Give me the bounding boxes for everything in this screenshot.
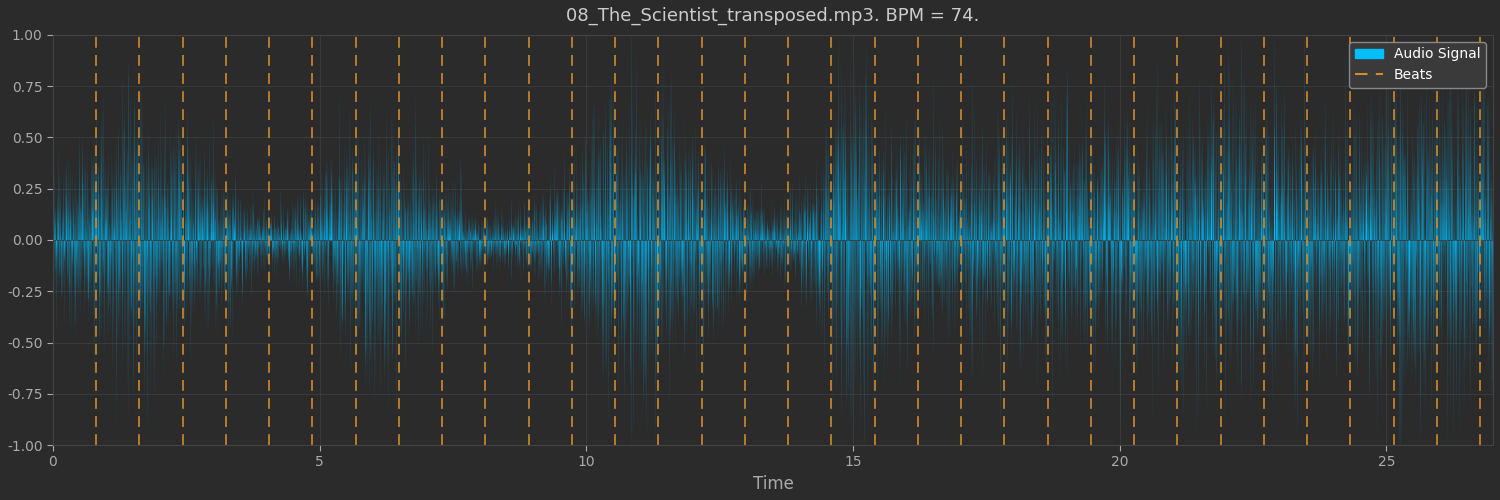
Legend: Audio Signal, Beats: Audio Signal, Beats [1350,42,1486,88]
X-axis label: Time: Time [753,475,794,493]
Title: 08_The_Scientist_transposed.mp3. BPM = 74.: 08_The_Scientist_transposed.mp3. BPM = 7… [567,7,980,25]
